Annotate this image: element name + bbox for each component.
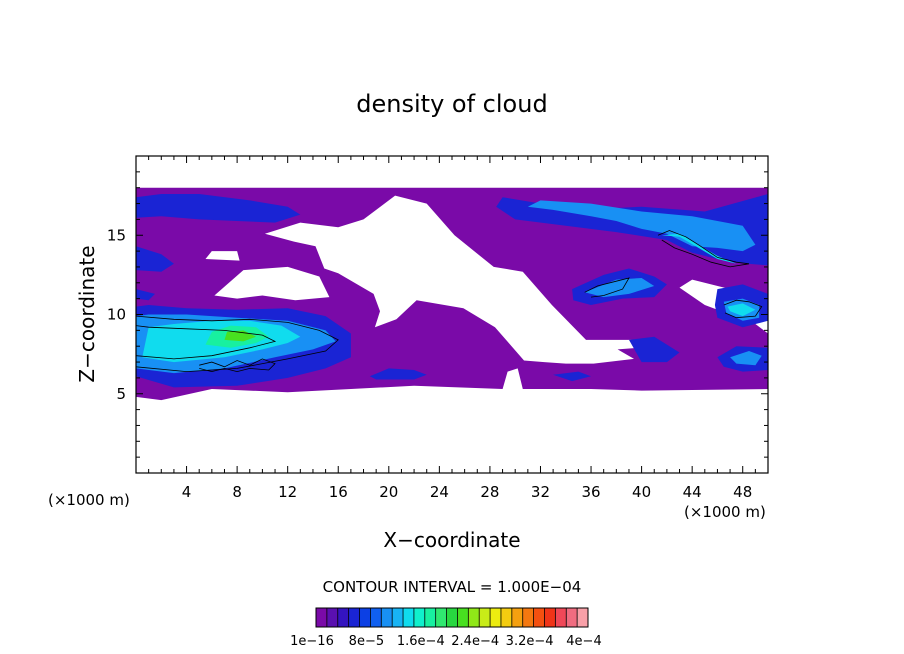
colorbar-swatch bbox=[424, 608, 436, 627]
density-band-3-region-2 bbox=[136, 194, 301, 223]
colorbar-swatch bbox=[490, 608, 502, 627]
x-tick-label: 16 bbox=[329, 483, 348, 501]
x-tick-label: 4 bbox=[182, 483, 192, 501]
colorbar-swatch bbox=[435, 608, 447, 627]
colorbar-swatch bbox=[337, 608, 349, 627]
x-tick-label: 32 bbox=[531, 483, 550, 501]
density-band-5-region-2 bbox=[527, 200, 756, 252]
x-tick-label: 28 bbox=[480, 483, 499, 501]
x-tick-label: 24 bbox=[430, 483, 449, 501]
colorbar-label: 4e−4 bbox=[566, 634, 601, 649]
colorbar-swatch bbox=[392, 608, 404, 627]
y-axis-ticks: 5 10 15 bbox=[107, 171, 768, 458]
density-band-7-region-2 bbox=[661, 233, 737, 264]
chart-title: density of cloud bbox=[356, 90, 547, 118]
colorbar-swatch bbox=[457, 608, 469, 627]
contour-line-5 bbox=[584, 277, 630, 298]
colorbar-swatch bbox=[413, 608, 426, 627]
density-band-3-region-11 bbox=[553, 371, 591, 382]
colorbar-swatch bbox=[544, 608, 556, 627]
density-band-5-region-5 bbox=[730, 351, 762, 366]
density-bands bbox=[136, 187, 768, 401]
x-unit-label-left: (×1000 m) bbox=[48, 491, 130, 509]
contour-line-3 bbox=[199, 358, 276, 373]
colorbar-label: 2.4e−4 bbox=[451, 634, 499, 649]
colorbar-swatch bbox=[316, 608, 328, 627]
colorbar-label: 1e−16 bbox=[290, 634, 334, 649]
colorbar-labels: 1e−16 8e−5 1.6e−4 2.4e−4 3.2e−4 4e−4 bbox=[290, 634, 602, 649]
x-tick-label: 20 bbox=[379, 483, 398, 501]
colorbar-swatch bbox=[522, 608, 534, 627]
x-tick-label: 36 bbox=[581, 483, 600, 501]
x-axis-label: X−coordinate bbox=[383, 528, 520, 552]
density-band-3-region-10 bbox=[629, 336, 680, 363]
colorbar-swatch bbox=[468, 608, 480, 627]
y-tick-label: 15 bbox=[107, 226, 126, 244]
contour-line-1 bbox=[136, 315, 339, 373]
colorbar-swatch bbox=[381, 608, 393, 627]
density-band-3-region-5 bbox=[369, 368, 427, 380]
density-band-5-region-3 bbox=[584, 278, 655, 298]
contour-line-2 bbox=[136, 325, 277, 360]
colorbar-swatch bbox=[348, 608, 360, 627]
x-tick-label: 44 bbox=[683, 483, 702, 501]
plot-area bbox=[136, 156, 768, 473]
x-tick-label: 8 bbox=[232, 483, 242, 501]
colorbar-label: 3.2e−4 bbox=[506, 634, 554, 649]
colorbar-swatch bbox=[403, 608, 415, 627]
colorbar-swatch bbox=[479, 608, 491, 627]
colorbar-swatch bbox=[566, 608, 578, 627]
density-band-7-region-3 bbox=[727, 303, 756, 317]
contour-line-4 bbox=[657, 230, 750, 268]
colorbar-swatch bbox=[500, 608, 513, 627]
density-band-3-region-4 bbox=[136, 289, 155, 301]
colorbar-swatch bbox=[359, 608, 371, 627]
x-tick-label: 48 bbox=[733, 483, 752, 501]
x-tick-label: 12 bbox=[278, 483, 297, 501]
colorbar-swatch bbox=[446, 608, 458, 627]
colorbar-swatch bbox=[370, 608, 382, 627]
density-band-3-region-3 bbox=[136, 246, 174, 272]
colorbar-frame bbox=[315, 607, 589, 628]
colorbar-swatch bbox=[533, 608, 545, 627]
contour-lines bbox=[136, 230, 763, 373]
contour-line-6 bbox=[723, 299, 763, 319]
colorbar-swatch bbox=[577, 608, 589, 627]
x-unit-label-right: (×1000 m) bbox=[684, 503, 766, 521]
y-tick-label: 5 bbox=[116, 385, 126, 403]
x-tick-label: 40 bbox=[632, 483, 651, 501]
contour-interval-note: CONTOUR INTERVAL = 1.000E−04 bbox=[323, 578, 582, 596]
colorbar-swatch bbox=[511, 608, 524, 627]
y-axis-label: Z−coordinate bbox=[75, 245, 99, 382]
colorbar-label: 1.6e−4 bbox=[397, 634, 445, 649]
colorbar-label: 8e−5 bbox=[349, 634, 384, 649]
colorbar-swatch bbox=[555, 608, 567, 627]
colorbar-swatch bbox=[326, 608, 339, 627]
y-tick-label: 10 bbox=[107, 306, 126, 324]
x-axis-ticks: 4 8 12 16 20 24 28 32 36 40 44 48 bbox=[148, 156, 756, 501]
colorbar bbox=[315, 607, 589, 628]
